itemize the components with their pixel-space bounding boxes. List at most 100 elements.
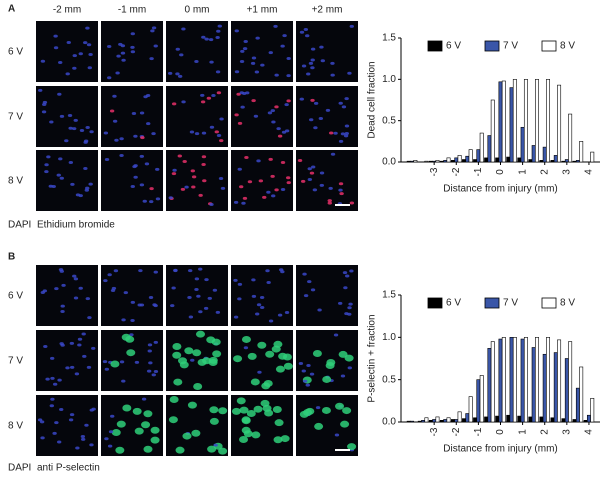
cell: [305, 34, 310, 38]
cell: [187, 295, 192, 299]
cell: [146, 122, 151, 126]
bar: [424, 417, 429, 423]
bar: [546, 79, 550, 163]
cell: [153, 44, 158, 48]
bar: [490, 341, 495, 423]
cell: [190, 169, 196, 173]
cell: [112, 94, 117, 98]
bar: [557, 339, 562, 423]
cell: [214, 130, 219, 134]
bar: [523, 79, 528, 163]
cell: [171, 172, 177, 176]
cell: [109, 109, 115, 113]
bar: [512, 79, 517, 163]
cell: [201, 35, 206, 39]
cell: [297, 158, 303, 162]
panel-letter: B: [8, 252, 15, 263]
micrograph: [36, 150, 98, 211]
cell: [150, 426, 160, 434]
cell: [115, 71, 120, 75]
cell: [347, 443, 357, 451]
cell: [319, 45, 324, 49]
cell: [107, 273, 112, 277]
bar: [539, 416, 544, 423]
cell: [83, 140, 88, 144]
cell: [179, 53, 184, 57]
cell: [342, 271, 348, 275]
cell: [306, 364, 311, 368]
cell: [347, 312, 352, 316]
cell: [216, 29, 221, 33]
cell: [153, 340, 159, 344]
cell: [258, 179, 264, 183]
cell: [233, 278, 238, 282]
cell: [341, 105, 347, 109]
cell: [44, 163, 49, 167]
cell: [103, 131, 109, 135]
cell: [280, 160, 286, 164]
cell: [198, 310, 203, 314]
cell: [126, 349, 136, 357]
cell: [153, 304, 158, 308]
cell: [182, 159, 187, 163]
cell: [56, 440, 62, 444]
cell: [38, 88, 43, 92]
cell: [80, 435, 86, 439]
cell: [300, 179, 306, 183]
y-tick-label: 1.0: [382, 332, 396, 343]
cell: [218, 177, 224, 181]
x-tick-label: 3: [561, 169, 572, 175]
cell: [74, 372, 80, 376]
cell: [242, 196, 248, 200]
cell: [200, 93, 205, 97]
cell: [73, 277, 79, 281]
cell: [49, 404, 55, 408]
cell: [344, 131, 350, 135]
cell: [334, 433, 340, 437]
cell: [259, 306, 265, 310]
cell: [140, 136, 145, 140]
cell: [286, 57, 291, 61]
cell: [303, 409, 313, 417]
bar: [465, 413, 470, 423]
cell: [78, 286, 83, 290]
cell: [68, 126, 73, 130]
cell: [240, 105, 245, 109]
cell: [48, 184, 53, 188]
bar: [590, 151, 595, 163]
cell: [201, 162, 206, 166]
cell: [218, 407, 228, 415]
cell: [207, 296, 212, 300]
cell: [103, 279, 108, 283]
cell: [46, 155, 51, 159]
cell: [134, 427, 144, 435]
cell: [345, 274, 350, 278]
cell: [298, 362, 304, 366]
x-tick-label: -2: [451, 427, 462, 436]
cell: [167, 71, 173, 75]
cell: [256, 303, 262, 307]
bar: [476, 379, 481, 423]
x-tick-label: -3: [429, 427, 440, 436]
cell: [306, 72, 311, 76]
cell: [241, 201, 246, 205]
cell: [191, 175, 197, 179]
bar: [520, 126, 525, 163]
cell: [130, 185, 135, 189]
cell: [319, 183, 325, 187]
y-tick-label: 1.0: [382, 74, 396, 85]
bar: [523, 337, 528, 423]
cell: [193, 383, 203, 391]
cell: [309, 372, 315, 376]
bar: [476, 149, 481, 163]
cell: [314, 422, 324, 430]
cell: [188, 315, 194, 319]
cell: [338, 139, 344, 143]
cell: [307, 177, 313, 181]
bar: [462, 418, 466, 423]
legend-label: 7 V: [503, 298, 518, 309]
cell: [113, 269, 119, 273]
cell: [79, 128, 85, 132]
cell: [219, 117, 224, 121]
micrograph: [36, 265, 98, 326]
